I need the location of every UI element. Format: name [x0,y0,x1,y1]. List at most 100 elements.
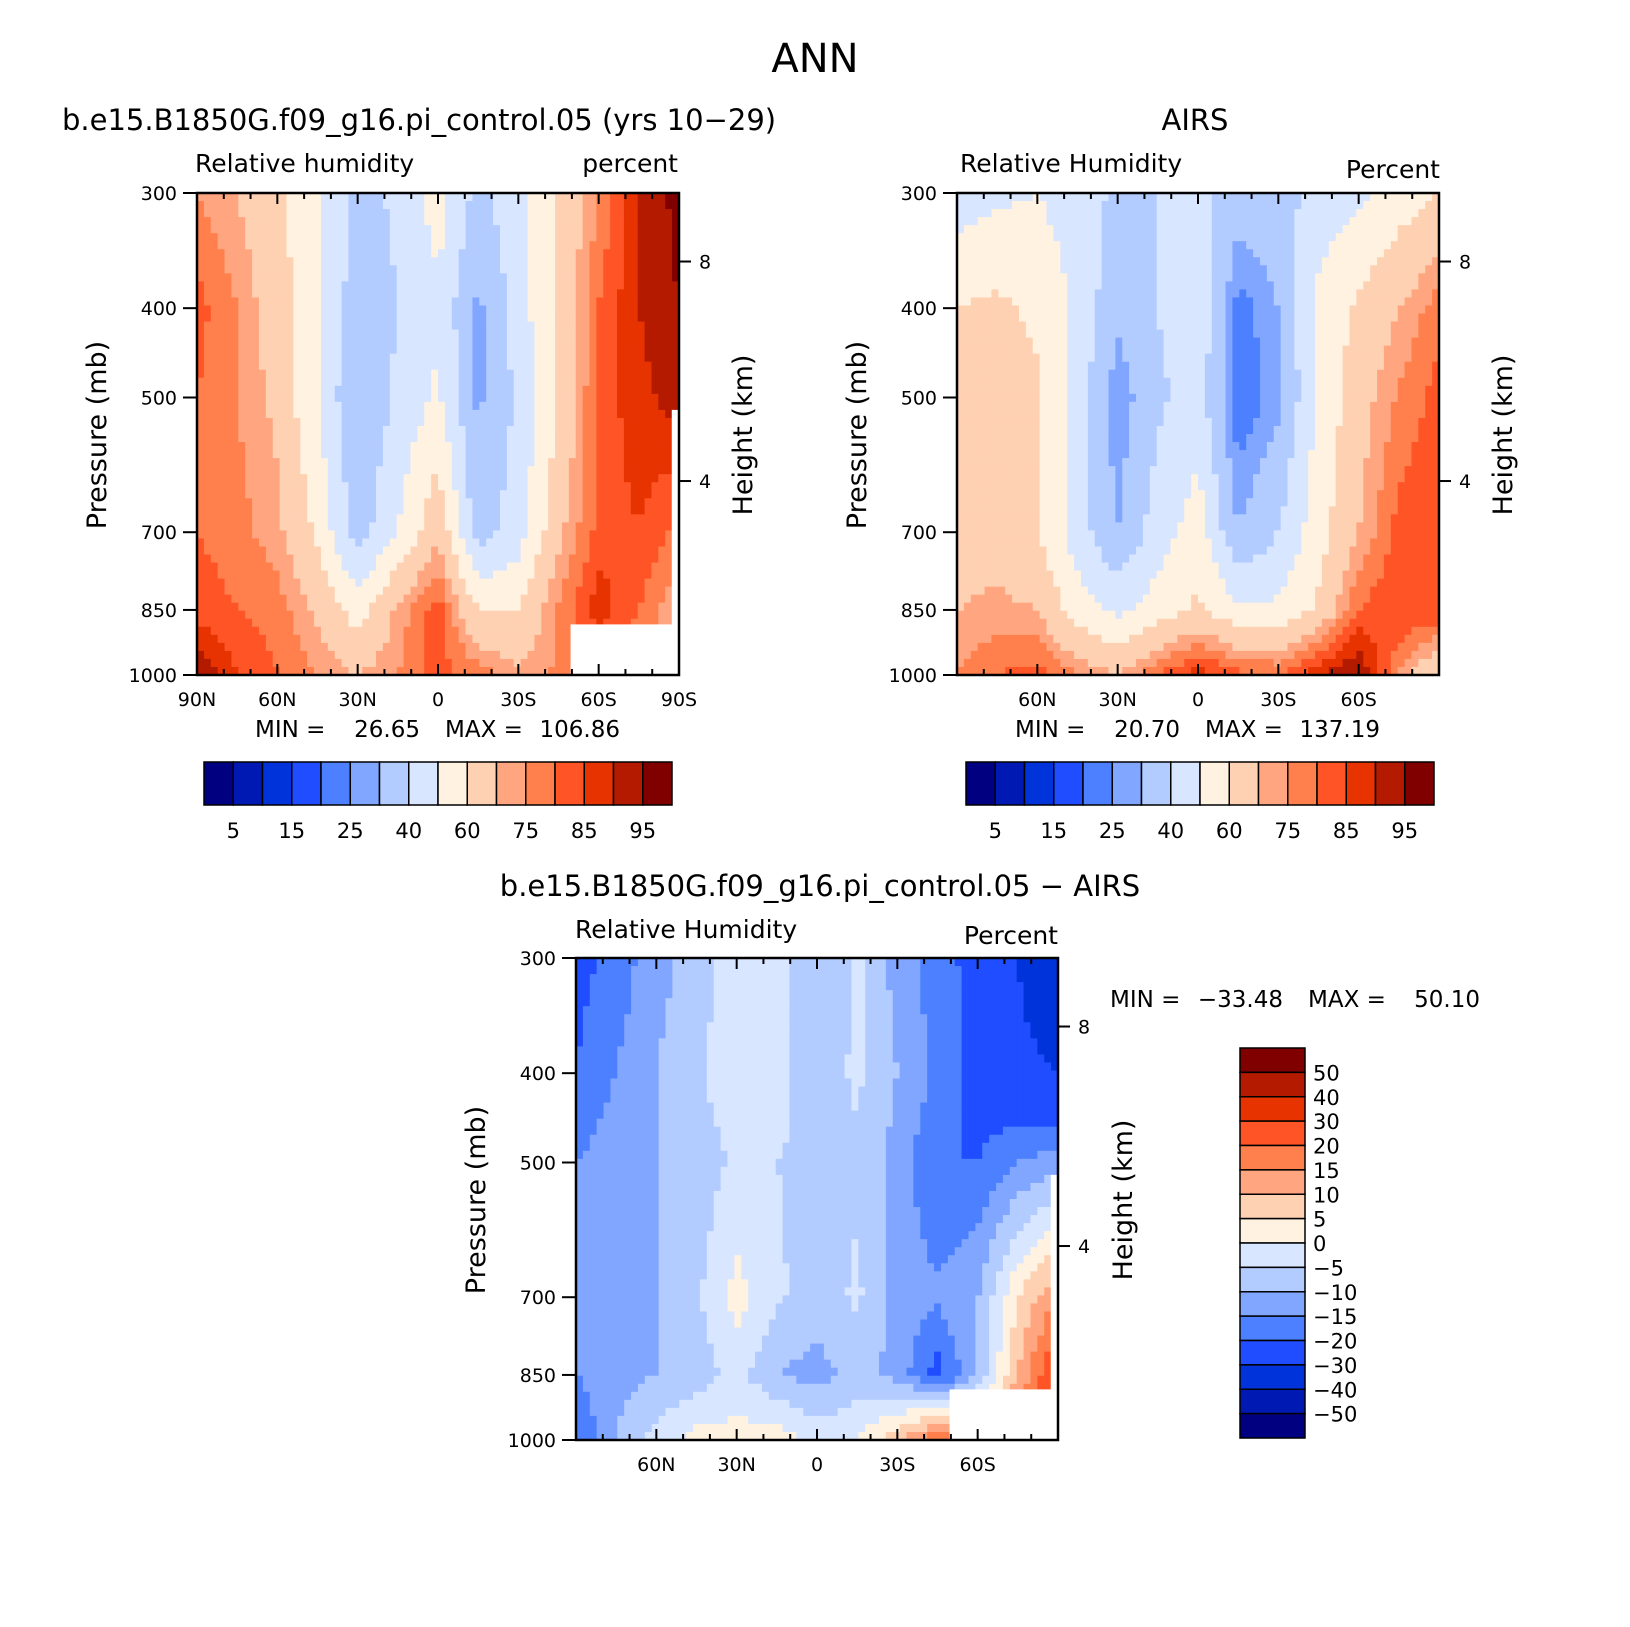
contour-cell [637,241,646,250]
contour-cell [410,401,418,411]
contour-cell [534,610,542,620]
contour-cell [465,514,474,523]
contour-cell [444,522,453,531]
contour-cell [1225,225,1234,234]
contour-cell [499,538,508,548]
contour-cell [651,369,659,379]
contour-cell [1315,257,1323,266]
contour-cell [472,217,480,226]
contour-cell [203,193,212,202]
contour-cell [197,217,205,226]
contour-cell [479,313,487,323]
contour-cell [376,626,384,636]
contour-cell [1198,249,1206,258]
contour-cell [1080,225,1089,234]
contour-cell [513,401,522,411]
contour-cell [403,578,412,588]
contour-cell [320,289,329,299]
contour-cell [341,305,350,315]
contour-cell [479,305,487,315]
contour-cell [1163,201,1172,210]
contour-cell [493,474,501,483]
contour-cell [541,401,549,411]
contour-cell [610,514,618,523]
contour-cell [231,249,239,258]
contour-cell [575,514,584,523]
contour-cell [1115,209,1123,218]
contour-cell [465,313,474,323]
contour-cell [617,225,625,234]
contour-cell [444,506,453,515]
contour-cell [327,201,336,210]
contour-cell [479,361,487,371]
contour-cell [245,546,253,556]
contour-cell [314,546,322,556]
contour-cell [369,273,377,282]
contour-cell [458,409,467,419]
contour-cell [396,241,405,250]
contour-cell [279,409,288,419]
contour-cell [637,249,646,258]
contour-cell [486,602,494,612]
contour-cell [589,385,597,395]
contour-cell [582,554,591,564]
contour-cell [272,522,281,531]
contour-cell [396,273,405,282]
contour-cell [451,642,460,652]
contour-cell [197,305,205,315]
contour-cell [403,458,412,467]
contour-cell [231,361,239,371]
contour-cell [1356,193,1364,202]
contour-cell [1377,217,1385,226]
contour-cell [424,281,432,290]
contour-cell [665,474,673,483]
contour-cell [589,594,597,604]
contour-cell [493,626,501,636]
contour-cell [617,305,625,315]
contour-cell [665,281,673,290]
contour-cell [610,193,618,202]
contour-cell [362,305,370,315]
contour-cell [224,658,233,668]
contour-cell [238,562,246,572]
contour-cell [1432,209,1440,218]
contour-cell [258,562,267,572]
contour-cell [458,522,467,531]
contour-cell [1253,193,1261,202]
contour-cell [431,442,439,451]
contour-cell [444,305,453,315]
contour-cell [561,289,570,299]
contour-cell [341,626,350,636]
contour-cell [527,273,535,282]
contour-cell [479,482,487,491]
contour-cell [486,450,494,459]
contour-cell [630,530,639,540]
contour-cell [403,658,412,668]
contour-cell [389,626,398,636]
contour-cell [603,393,611,403]
contour-cell [238,417,246,427]
contour-cell [637,193,646,202]
contour-cell [245,498,253,507]
contour-cell [417,289,425,299]
contour-cell [451,393,460,403]
contour-cell [1301,201,1309,210]
contour-cell [623,522,632,531]
contour-cell [197,450,205,459]
contour-cell [561,490,570,499]
contour-cell [320,241,329,250]
contour-cell [438,313,446,323]
contour-cell [658,329,666,339]
contour-cell [465,337,474,347]
contour-cell [555,425,563,435]
contour-cell [623,393,632,403]
contour-cell [265,241,274,250]
contour-cell [1342,193,1351,202]
contour-cell [224,273,233,282]
contour-cell [513,586,522,596]
contour-cell [1046,225,1054,234]
contour-cell [362,385,370,395]
contour-cell [376,241,384,250]
contour-cell [458,626,467,636]
contour-cell [258,522,267,531]
